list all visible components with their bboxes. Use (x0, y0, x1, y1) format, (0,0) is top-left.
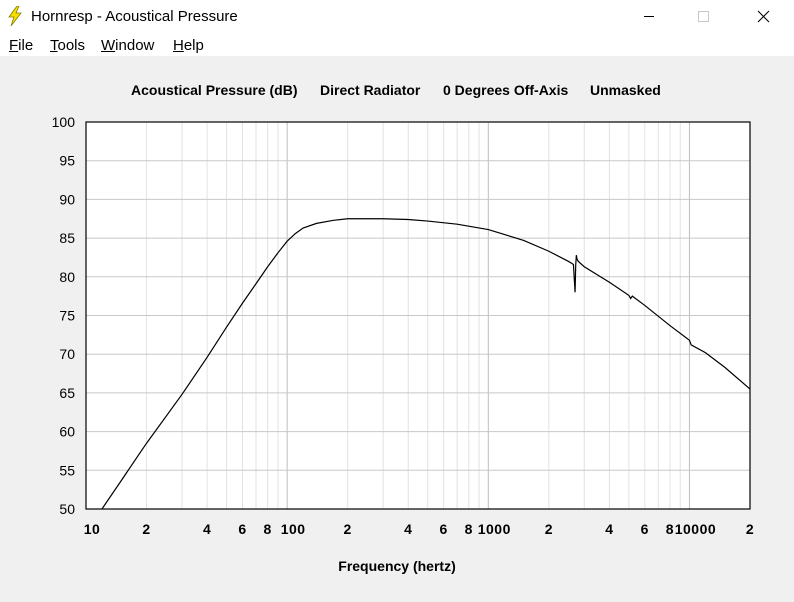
y-tick-label: 85 (59, 230, 75, 246)
plot-border (85, 121, 751, 510)
x-tick-label: 4 (203, 521, 211, 537)
window-title: Hornresp - Acoustical Pressure (31, 8, 238, 25)
y-tick-label: 80 (59, 269, 75, 285)
x-tick-label: 4 (605, 521, 613, 537)
maximize-icon (698, 11, 709, 22)
x-tick-label: 6 (238, 521, 246, 537)
x-tick-label: 6 (641, 521, 649, 537)
x-tick-label: 2 (746, 521, 754, 537)
menu-file[interactable]: File (9, 37, 34, 54)
close-icon (757, 10, 770, 23)
y-tick-label: 95 (59, 153, 75, 169)
x-tick-label: 10000 (675, 521, 716, 537)
chart-area: 100 95 90 85 80 75 70 65 60 55 50 10 2 4 6 8 100 2 4 6 8 1000… (0, 56, 794, 597)
menu-window[interactable]: Window (101, 37, 155, 54)
y-tick-label: 75 (59, 308, 75, 324)
x-axis-label: Frequency (hertz) (338, 558, 455, 574)
x-tick-label: 8 (465, 521, 473, 537)
y-tick-label: 100 (52, 114, 76, 130)
menu-bar: File Tools Window Help (0, 33, 794, 56)
lightning-bolt-icon (8, 6, 22, 26)
y-tick-label: 60 (59, 424, 75, 440)
x-tick-label: 100 (281, 521, 306, 537)
maximize-button[interactable] (680, 0, 726, 33)
chart-title-part: Direct Radiator (320, 82, 421, 98)
series-line (101, 218, 751, 510)
y-tick-label: 70 (59, 346, 75, 362)
title-bar: Hornresp - Acoustical Pressure (0, 0, 794, 33)
y-tick-label: 90 (59, 191, 75, 207)
menu-tools[interactable]: Tools (50, 37, 86, 54)
close-button[interactable] (740, 0, 786, 33)
x-tick-label: 1000 (478, 521, 511, 537)
x-tick-label: 4 (404, 521, 412, 537)
chart-title-part: Unmasked (590, 82, 661, 98)
x-tick-label: 8 (666, 521, 674, 537)
minimize-icon (644, 16, 654, 17)
x-tick-label: 2 (142, 521, 150, 537)
minimize-button[interactable] (626, 0, 672, 33)
menu-help[interactable]: Help (173, 37, 204, 54)
x-tick-label: 8 (264, 521, 272, 537)
chart-title-part: Acoustical Pressure (dB) (131, 82, 298, 98)
y-tick-label: 50 (59, 501, 75, 517)
x-tick-label: 10 (84, 521, 101, 537)
chart-title-part: 0 Degrees Off-Axis (443, 82, 568, 98)
y-tick-label: 55 (59, 462, 75, 478)
y-tick-label: 65 (59, 385, 75, 401)
x-tick-label: 2 (344, 521, 352, 537)
x-tick-label: 2 (545, 521, 553, 537)
x-tick-label: 6 (440, 521, 448, 537)
